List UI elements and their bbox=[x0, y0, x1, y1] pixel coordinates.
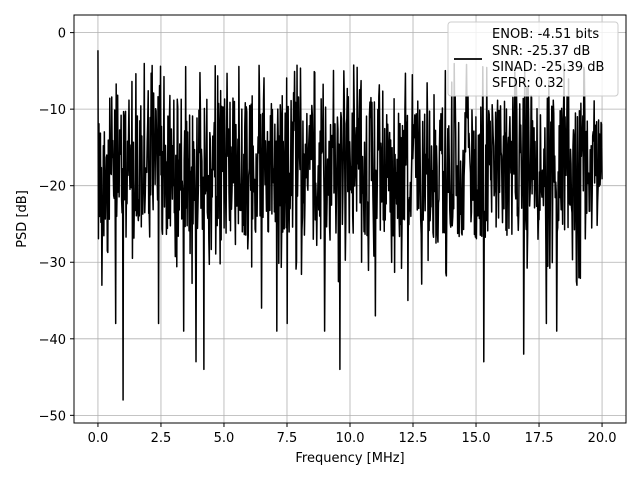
y-tick-label: 0 bbox=[58, 27, 66, 42]
y-axis-label: PSD [dB] bbox=[15, 190, 30, 248]
legend-entry-snr: SNR: -25.37 dB bbox=[492, 44, 590, 59]
y-tick-label: −40 bbox=[39, 333, 66, 348]
legend-entry-sinad: SINAD: -25.39 dB bbox=[492, 60, 604, 75]
psd-line bbox=[97, 50, 603, 401]
legend: ENOB: -4.51 bits SNR: -25.37 dB SINAD: -… bbox=[447, 21, 619, 97]
legend-box bbox=[447, 21, 619, 97]
x-tick-label: 17.5 bbox=[525, 431, 554, 446]
x-tick-label: 0.0 bbox=[88, 431, 109, 446]
x-tick-label: 2.5 bbox=[151, 431, 172, 446]
psd-series bbox=[97, 50, 603, 401]
y-axis-ticks: 0 −10 −20 −30 −40 −50 bbox=[39, 27, 74, 424]
x-tick-label: 20.0 bbox=[588, 431, 617, 446]
x-tick-label: 15.0 bbox=[462, 431, 491, 446]
y-tick-label: −20 bbox=[39, 180, 66, 195]
y-tick-label: −10 bbox=[39, 103, 66, 118]
x-tick-label: 10.0 bbox=[336, 431, 365, 446]
y-tick-label: −30 bbox=[39, 256, 66, 271]
x-axis-ticks: 0.0 2.5 5.0 7.5 10.0 12.5 15.0 17.5 20.0 bbox=[88, 423, 617, 446]
y-tick-label: −50 bbox=[39, 409, 66, 424]
x-tick-label: 7.5 bbox=[277, 431, 298, 446]
legend-entry-sfdr: SFDR: 0.32 bbox=[492, 76, 564, 91]
x-tick-label: 12.5 bbox=[399, 431, 428, 446]
x-axis-label: Frequency [MHz] bbox=[295, 451, 404, 466]
x-tick-label: 5.0 bbox=[214, 431, 235, 446]
legend-entry-enob: ENOB: -4.51 bits bbox=[492, 27, 599, 42]
